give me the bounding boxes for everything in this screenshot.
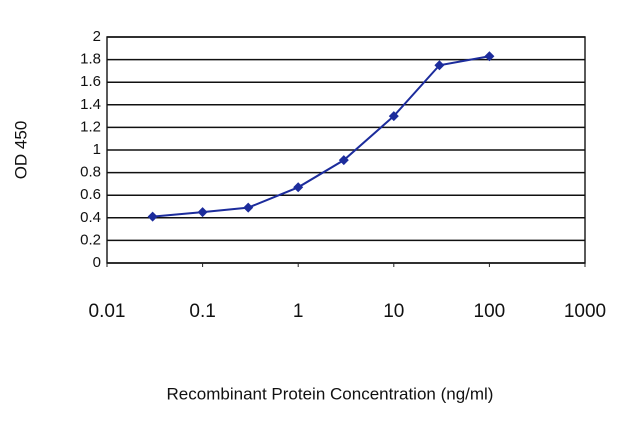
x-tick-label: 0.1 xyxy=(189,301,215,322)
x-axis-label: Recombinant Protein Concentration (ng/ml… xyxy=(167,384,494,403)
data-point xyxy=(293,182,304,193)
y-tick-label: 0.6 xyxy=(80,186,101,203)
data-point xyxy=(338,155,349,166)
data-point xyxy=(388,111,399,122)
data-point xyxy=(147,211,158,222)
x-tick-label: 10 xyxy=(383,301,404,322)
y-tick-label: 1.4 xyxy=(80,96,101,113)
x-tick-label: 1 xyxy=(293,301,304,322)
x-tick-label: 1000 xyxy=(564,301,606,322)
x-tick-label: 100 xyxy=(474,301,506,322)
y-tick-label: 1.8 xyxy=(80,51,101,68)
y-axis-label: OD 450 xyxy=(11,121,30,180)
data-line xyxy=(152,55,490,218)
data-point xyxy=(484,51,495,62)
x-tick-label: 0.01 xyxy=(89,301,126,322)
y-tick-label: 0.4 xyxy=(80,209,101,226)
y-tick-label: 2 xyxy=(93,28,101,45)
y-tick-label: 0.2 xyxy=(80,231,101,248)
data-point xyxy=(197,207,208,218)
y-tick-label: 1.6 xyxy=(80,73,101,90)
data-point xyxy=(243,202,254,213)
y-tick-label: 0.8 xyxy=(80,164,101,181)
y-tick-label: 1 xyxy=(93,141,101,158)
data-point xyxy=(434,60,445,71)
y-tick-label: 1.2 xyxy=(80,118,101,135)
y-tick-label: 0 xyxy=(93,254,101,271)
